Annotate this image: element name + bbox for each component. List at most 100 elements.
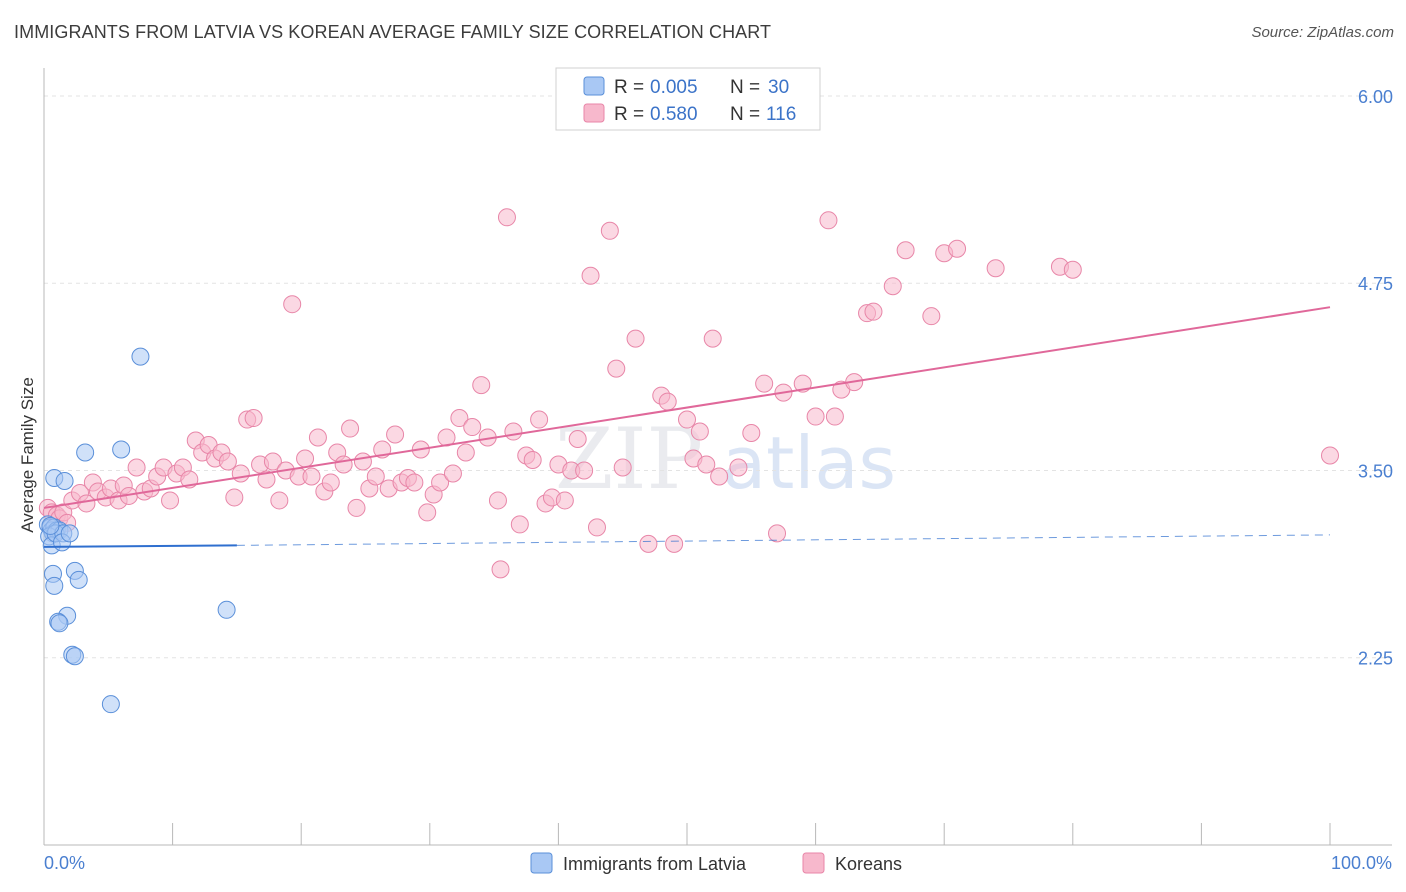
legend-r-label-latvia: R = — [614, 77, 644, 98]
korean-trend-line — [43, 306, 1331, 509]
korean-point-77 — [523, 450, 542, 469]
latvia-point-27 — [101, 695, 120, 714]
korean-point-43 — [302, 467, 321, 486]
gridlines — [44, 95, 1392, 659]
korean-point-117 — [922, 307, 941, 326]
korean-point-53 — [366, 467, 385, 486]
korean-point-100 — [703, 329, 722, 348]
legend-swatch-korean — [583, 103, 605, 123]
korean-point-103 — [742, 424, 761, 443]
latvia-point-12 — [60, 524, 79, 543]
korean-point-110 — [825, 407, 844, 426]
korean-point-34 — [244, 409, 263, 428]
korean-point-40 — [283, 295, 302, 314]
korean-point-16 — [127, 458, 146, 477]
latvia-point-26 — [65, 647, 84, 666]
korean-point-38 — [270, 491, 289, 510]
bottom-legend-label-latvia: Immigrants from Latvia — [563, 854, 747, 874]
korean-point-108 — [806, 407, 825, 426]
latvia-point-16 — [112, 440, 131, 459]
korean-point-84 — [568, 430, 587, 449]
trend-lines — [43, 306, 1331, 548]
korean-point-42 — [296, 449, 315, 468]
korean-point-96 — [678, 410, 696, 429]
korean-point-37 — [263, 452, 282, 471]
watermark: ZIP atlas — [555, 410, 896, 508]
legend-n-value-korean: 116 — [766, 104, 796, 125]
legend-r-label-korean: R = — [614, 104, 644, 125]
bottom-legend: Immigrants from Latvia Koreans — [530, 852, 902, 874]
korean-point-94 — [658, 392, 677, 411]
korean-point-68 — [463, 418, 482, 437]
chart-title: IMMIGRANTS FROM LATVIA VS KOREAN AVERAGE… — [14, 22, 772, 42]
source-label: Source: ZipAtlas.com — [1251, 24, 1394, 41]
korean-point-50 — [347, 498, 366, 517]
latvia-point-21 — [45, 576, 64, 595]
legend-swatch-latvia — [583, 76, 605, 96]
korean-point-59 — [405, 473, 424, 492]
korean-point-44 — [308, 428, 327, 447]
legend-n-label-latvia: N = — [730, 77, 760, 98]
korean-point-61 — [418, 503, 437, 522]
latvia-trend-extension — [236, 534, 1331, 546]
korean-point-99 — [697, 455, 716, 474]
latvia-point-14 — [55, 471, 74, 490]
latvia-point-24 — [50, 614, 69, 633]
korean-point-51 — [353, 452, 372, 471]
y-tick-label-3: 6.00 — [1358, 87, 1393, 107]
bottom-legend-swatch-korean — [802, 852, 825, 874]
korean-point-63 — [431, 473, 450, 492]
korean-point-104 — [755, 374, 774, 393]
y-axis-label: Average Family Size — [18, 377, 37, 533]
korean-point-105 — [768, 524, 787, 543]
y-tick-label-1: 3.50 — [1358, 461, 1393, 481]
korean-point-116 — [896, 241, 915, 260]
x-tick-label-min: 0.0% — [44, 853, 85, 873]
latvia-point-17 — [131, 347, 150, 366]
korean-point-102 — [729, 458, 748, 477]
korean-point-91 — [626, 329, 645, 348]
korean-point-71 — [488, 491, 507, 510]
korean-point-21 — [161, 491, 180, 510]
korean-point-98 — [690, 422, 709, 441]
korean-point-30 — [218, 452, 237, 471]
y-tick-label-2: 4.75 — [1358, 274, 1393, 294]
korean-point-32 — [231, 464, 250, 483]
korean-point-89 — [607, 359, 626, 378]
korean-point-92 — [639, 534, 658, 553]
korean-point-78 — [530, 410, 549, 429]
korean-point-73 — [497, 208, 516, 227]
korean-point-95 — [665, 534, 684, 553]
korean-point-65 — [443, 464, 462, 483]
x-tick-label-max: 100.0% — [1331, 853, 1392, 873]
korean-point-56 — [386, 425, 405, 444]
y-tick-labels: 2.25 3.50 4.75 6.00 — [1358, 87, 1393, 669]
korean-point-31 — [225, 488, 244, 507]
korean-point-115 — [883, 277, 902, 296]
latvia-trend-line — [43, 544, 237, 548]
korean-point-122 — [1063, 260, 1082, 279]
korean-point-49 — [341, 419, 360, 438]
y-tick-label-0: 2.25 — [1358, 649, 1393, 669]
korean-points — [38, 208, 1339, 579]
korean-point-36 — [257, 470, 276, 489]
korean-point-90 — [613, 458, 632, 477]
korean-point-123 — [1321, 446, 1339, 465]
latvia-points — [38, 347, 236, 714]
korean-point-75 — [510, 515, 529, 534]
korean-point-82 — [555, 491, 574, 510]
latvia-point-15 — [76, 443, 95, 462]
korean-point-85 — [575, 461, 594, 480]
korean-point-87 — [587, 518, 606, 537]
bottom-legend-label-korean: Koreans — [835, 854, 902, 874]
korean-point-119 — [948, 239, 967, 258]
korean-point-88 — [600, 221, 619, 240]
korean-point-109 — [819, 211, 838, 230]
korean-point-48 — [334, 455, 353, 474]
legend-r-value-korean: 0.580 — [650, 104, 698, 125]
latvia-point-29 — [41, 516, 60, 535]
korean-point-46 — [321, 473, 340, 492]
korean-point-69 — [472, 376, 491, 395]
korean-point-74 — [504, 422, 523, 441]
